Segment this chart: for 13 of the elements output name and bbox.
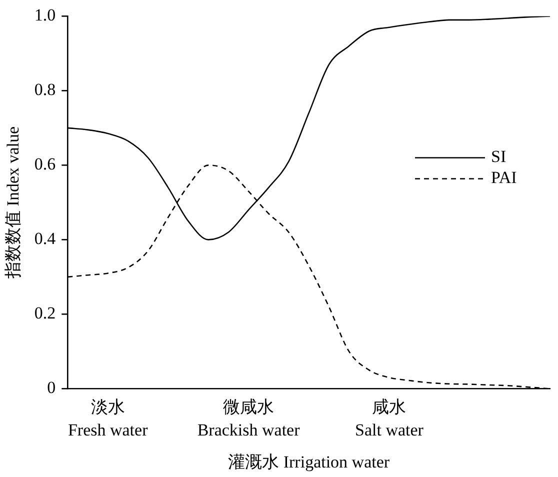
y-tick-label: 1.0 bbox=[34, 6, 56, 25]
x-tick-label: 微咸水 Brackish water bbox=[197, 398, 300, 440]
y-axis-title: 指数数值 Index value bbox=[4, 126, 23, 280]
legend-label: SI bbox=[491, 147, 506, 166]
y-tick-label: 0.4 bbox=[34, 229, 56, 248]
y-tick-label: 0.8 bbox=[34, 80, 56, 100]
y-tick-label: 0.6 bbox=[34, 154, 56, 174]
x-axis-title: 灌溉水 Irrigation water bbox=[228, 452, 390, 472]
legend-label: PAI bbox=[491, 168, 518, 188]
x-tick-label: 咸水 Salt water bbox=[354, 398, 424, 440]
x-tick-label: 淡水 Fresh water bbox=[68, 398, 148, 440]
y-tick-label: 0.2 bbox=[34, 304, 56, 323]
y-tick-label: 0 bbox=[47, 378, 56, 398]
